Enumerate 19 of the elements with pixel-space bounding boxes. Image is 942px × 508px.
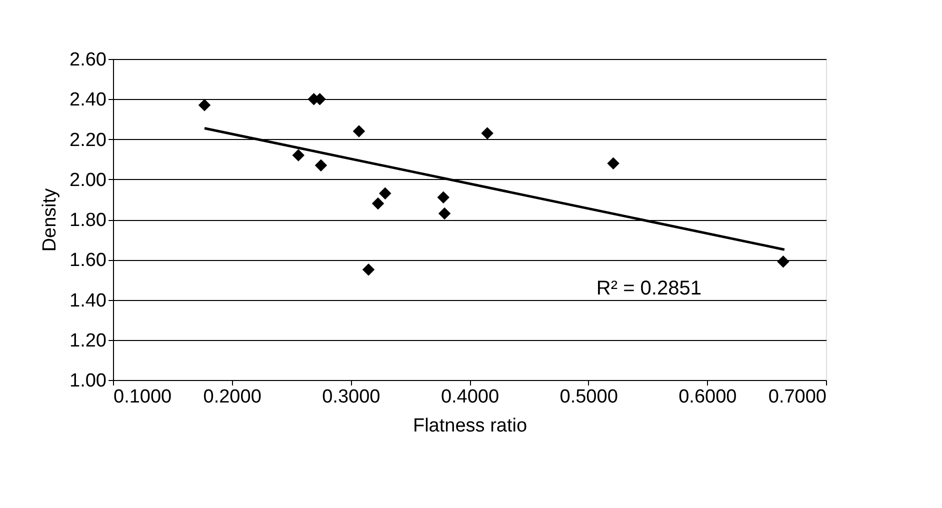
x-tick-label: 0.1000 <box>114 386 172 408</box>
y-tick-label: 2.00 <box>70 170 106 191</box>
y-tick-label: 1.20 <box>70 330 106 352</box>
x-axis-title: Flatness ratio <box>412 416 528 436</box>
y-tick-label: 1.60 <box>70 250 106 272</box>
y-tick-label: 2.20 <box>70 130 106 151</box>
x-tick-label: 0.3000 <box>322 386 380 408</box>
x-tick-label: 0.4000 <box>440 386 500 408</box>
x-tick-label: 0.5000 <box>560 386 618 408</box>
x-tick-label: 0.6000 <box>678 386 737 408</box>
x-tick-label: 0.7000 <box>768 386 826 408</box>
y-axis-title: Density <box>40 188 61 252</box>
annotation: R² = 0.2851 <box>596 278 702 300</box>
y-tick-label: 1.00 <box>70 370 106 392</box>
y-tick-label: 2.60 <box>70 50 106 70</box>
x-tick-label: 0.2000 <box>203 386 262 408</box>
y-tick-label: 1.40 <box>70 290 106 312</box>
y-tick-label: 2.40 <box>70 90 106 111</box>
y-tick-label: 1.80 <box>70 210 106 231</box>
